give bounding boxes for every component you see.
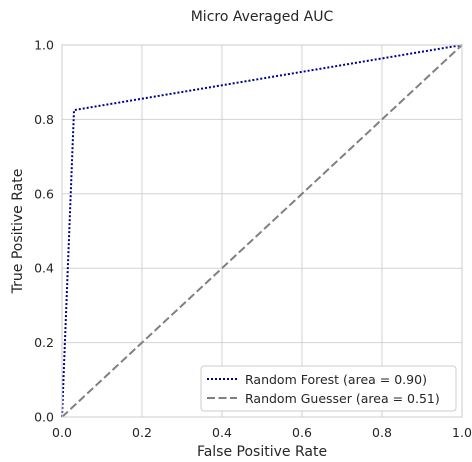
plot-frame (61, 44, 463, 418)
random-guesser-line (61, 44, 463, 418)
y-tick-label: 1.0 (34, 38, 54, 53)
series-layer (61, 44, 463, 418)
legend: Random Forest (area = 0.90) Random Guess… (200, 365, 457, 412)
y-tick-label: 0.6 (34, 186, 54, 201)
y-tick-label: 0.8 (34, 112, 54, 127)
x-axis-label: False Positive Rate (197, 444, 327, 460)
y-axis-label: True Positive Rate (10, 169, 26, 295)
y-tick-label: 0.2 (34, 335, 54, 350)
x-tick-labels: 0.0 0.2 0.4 0.6 0.8 1.0 (52, 425, 472, 440)
x-tick-label: 0.6 (292, 425, 312, 440)
x-tick-label: 0.8 (372, 425, 392, 440)
y-tick-labels: 0.0 0.2 0.4 0.6 0.8 1.0 (34, 38, 54, 425)
y-tick-label: 0.0 (34, 410, 54, 425)
x-tick-label: 0.0 (52, 425, 72, 440)
legend-label-random-forest: Random Forest (area = 0.90) (245, 372, 427, 387)
x-tick-label: 1.0 (452, 425, 472, 440)
chart-title: Micro Averaged AUC (191, 9, 334, 25)
grid-layer (61, 44, 463, 418)
legend-box (200, 365, 457, 412)
y-tick-label: 0.4 (34, 261, 54, 276)
random-forest-line (61, 44, 463, 418)
legend-label-random-guesser: Random Guesser (area = 0.51) (245, 391, 440, 406)
x-tick-label: 0.4 (212, 425, 232, 440)
x-tick-label: 0.2 (132, 425, 152, 440)
